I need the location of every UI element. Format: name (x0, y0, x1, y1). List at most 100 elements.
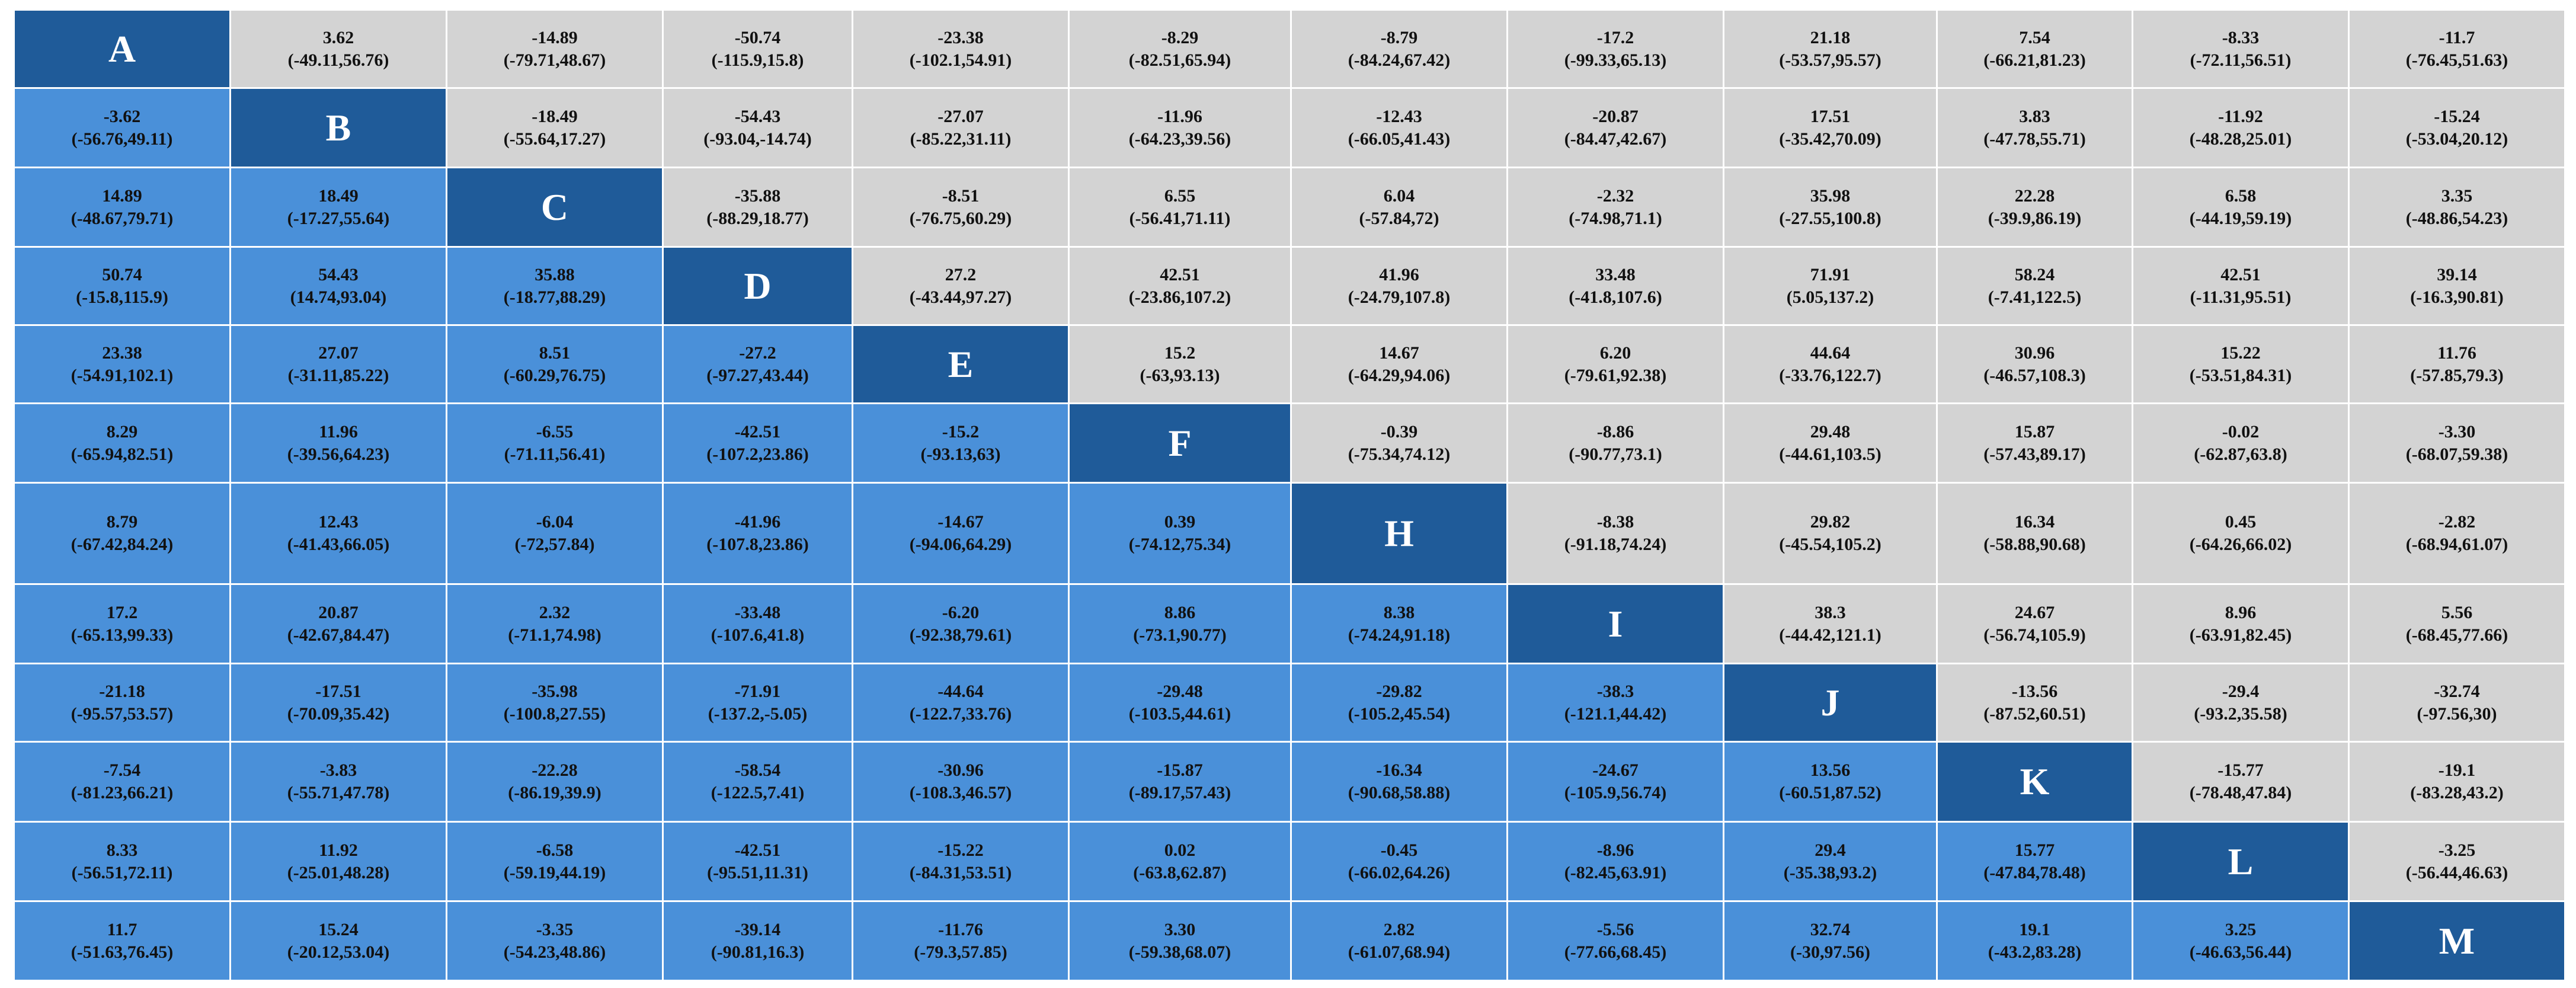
lower-triangle-cell: 15.77 (-47.84,78.48) (1936, 821, 2133, 902)
effect-estimate: 3.25 (2225, 919, 2257, 939)
confidence-interval: (-77.66,68.45) (1564, 942, 1667, 962)
upper-triangle-cell: 33.48 (-41.8,107.6) (1506, 246, 1724, 326)
confidence-interval: (-79.3,57.85) (914, 942, 1007, 962)
effect-estimate: -18.49 (532, 106, 578, 126)
upper-triangle-cell: -8.86 (-90.77,73.1) (1506, 402, 1724, 484)
effect-estimate: 8.79 (106, 512, 138, 532)
confidence-interval: (-57.84,72) (1359, 208, 1439, 228)
effect-estimate: -6.58 (536, 840, 574, 860)
upper-triangle-cell: -0.39 (-75.34,74.12) (1290, 402, 1508, 484)
effect-estimate: -15.77 (2217, 760, 2264, 780)
treatment-label: B (325, 106, 351, 149)
lower-triangle-cell: -3.83 (-55.71,47.78) (229, 741, 447, 823)
effect-estimate: 0.02 (1164, 840, 1196, 860)
lower-triangle-cell: -0.45 (-66.02,64.26) (1290, 821, 1508, 902)
treatment-label: A (108, 27, 136, 70)
lower-triangle-cell: 8.38 (-74.24,91.18) (1290, 583, 1508, 664)
effect-estimate: 33.48 (1595, 264, 1636, 284)
upper-triangle-cell: 15.87 (-57.43,89.17) (1936, 402, 2133, 484)
upper-triangle-cell: -50.74 (-115.9,15.8) (662, 9, 853, 89)
confidence-interval: (-102.1,54.91) (909, 50, 1012, 70)
lower-triangle-cell: 20.87 (-42.67,84.47) (229, 583, 447, 664)
confidence-interval: (-91.18,74.24) (1564, 535, 1667, 554)
lower-triangle-cell: 35.88 (-18.77,88.29) (446, 246, 664, 326)
confidence-interval: (-94.06,64.29) (909, 535, 1012, 554)
confidence-interval: (-45.54,105.2) (1779, 535, 1881, 554)
confidence-interval: (-56.41,71.11) (1129, 208, 1231, 228)
upper-triangle-cell: -3.30 (-68.07,59.38) (2348, 402, 2566, 484)
lower-triangle-cell: -15.87 (-89.17,57.43) (1068, 741, 1292, 823)
upper-triangle-cell: 14.67 (-64.29,94.06) (1290, 324, 1508, 404)
confidence-interval: (-39.56,64.23) (287, 444, 390, 464)
lower-triangle-cell: -35.98 (-100.8,27.55) (446, 663, 664, 743)
upper-triangle-cell: 17.51 (-35.42,70.09) (1723, 87, 1938, 168)
upper-triangle-cell: 71.91 (5.05,137.2) (1723, 246, 1938, 326)
effect-estimate: -15.22 (937, 840, 984, 860)
lower-triangle-cell: 8.33 (-56.51,72.11) (13, 821, 231, 902)
effect-estimate: 3.35 (2441, 186, 2473, 206)
effect-estimate: 35.88 (535, 264, 575, 284)
table-row: 8.79 (-67.42,84.24) 12.43 (-41.43,66.05) -6.… (13, 482, 2566, 585)
treatment-label-cell: M (2348, 900, 2566, 981)
table-row: 8.29 (-65.94,82.51) 11.96 (-39.56,64.23) -6.… (13, 402, 2566, 484)
confidence-interval: (-84.24,67.42) (1348, 50, 1451, 70)
effect-estimate: -5.56 (1596, 919, 1634, 939)
effect-estimate: 15.87 (2014, 421, 2055, 442)
lower-triangle-cell: -3.62 (-56.76,49.11) (13, 87, 231, 168)
effect-estimate: -32.74 (2434, 681, 2480, 701)
effect-estimate: 6.04 (1383, 186, 1415, 206)
effect-estimate: -29.4 (2222, 681, 2260, 701)
effect-estimate: 42.51 (1160, 264, 1200, 284)
confidence-interval: (-39.9,86.19) (1988, 208, 2082, 228)
effect-estimate: 44.64 (1810, 343, 1851, 363)
effect-estimate: 29.82 (1810, 512, 1851, 532)
effect-estimate: 22.28 (2014, 186, 2055, 206)
table-row: 23.38 (-54.91,102.1) 27.07 (-31.11,85.22) 8.… (13, 324, 2566, 404)
confidence-interval: (-76.75,60.29) (909, 208, 1012, 228)
effect-estimate: -17.2 (1596, 27, 1634, 47)
effect-estimate: -2.82 (2438, 512, 2476, 532)
confidence-interval: (-55.71,47.78) (287, 783, 390, 802)
lower-triangle-cell: -33.48 (-107.6,41.8) (662, 583, 853, 664)
confidence-interval: (-60.29,76.75) (503, 365, 606, 385)
effect-estimate: 38.3 (1815, 602, 1846, 622)
upper-triangle-cell: 44.64 (-33.76,122.7) (1723, 324, 1938, 404)
treatment-label: K (2020, 760, 2050, 802)
upper-triangle-cell: 8.96 (-63.91,82.45) (2132, 583, 2350, 664)
effect-estimate: 2.82 (1383, 919, 1415, 939)
lower-triangle-cell: 17.2 (-65.13,99.33) (13, 583, 231, 664)
effect-estimate: 15.24 (318, 919, 359, 939)
confidence-interval: (-63.91,82.45) (2189, 625, 2292, 645)
upper-triangle-cell: -15.24 (-53.04,20.12) (2348, 87, 2566, 168)
effect-estimate: -42.51 (734, 421, 781, 442)
upper-triangle-cell: -35.88 (-88.29,18.77) (662, 167, 853, 248)
effect-estimate: 8.86 (1164, 602, 1196, 622)
upper-triangle-cell: -54.43 (-93.04,-14.74) (662, 87, 853, 168)
lower-triangle-cell: 11.7 (-51.63,76.45) (13, 900, 231, 981)
confidence-interval: (-95.51,11.31) (707, 862, 808, 883)
lower-triangle-cell: 3.25 (-46.63,56.44) (2132, 900, 2350, 981)
lower-triangle-cell: -6.20 (-92.38,79.61) (852, 583, 1070, 664)
effect-estimate: 14.89 (102, 186, 142, 206)
confidence-interval: (-85.22,31.11) (910, 129, 1012, 149)
effect-estimate: -8.96 (1596, 840, 1634, 860)
lower-triangle-cell: -29.48 (-103.5,44.61) (1068, 663, 1292, 743)
effect-estimate: -71.91 (734, 681, 781, 701)
effect-estimate: -2.32 (1596, 186, 1634, 206)
confidence-interval: (-48.67,79.71) (71, 208, 174, 228)
effect-estimate: -0.02 (2222, 421, 2260, 442)
effect-estimate: 6.20 (1599, 343, 1631, 363)
effect-estimate: -21.18 (99, 681, 145, 701)
effect-estimate: 58.24 (2014, 264, 2055, 284)
confidence-interval: (-18.77,88.29) (503, 287, 606, 307)
upper-triangle-cell: -15.77 (-78.48,47.84) (2132, 741, 2350, 823)
effect-estimate: 20.87 (318, 602, 359, 622)
effect-estimate: -14.89 (532, 27, 578, 47)
lower-triangle-cell: -58.54 (-122.5,7.41) (662, 741, 853, 823)
effect-estimate: 29.4 (1815, 840, 1846, 860)
effect-estimate: -11.76 (938, 919, 983, 939)
upper-triangle-cell: -11.92 (-48.28,25.01) (2132, 87, 2350, 168)
effect-estimate: 0.45 (2225, 512, 2257, 532)
treatment-label: H (1384, 512, 1414, 554)
confidence-interval: (-49.11,56.76) (287, 50, 389, 70)
